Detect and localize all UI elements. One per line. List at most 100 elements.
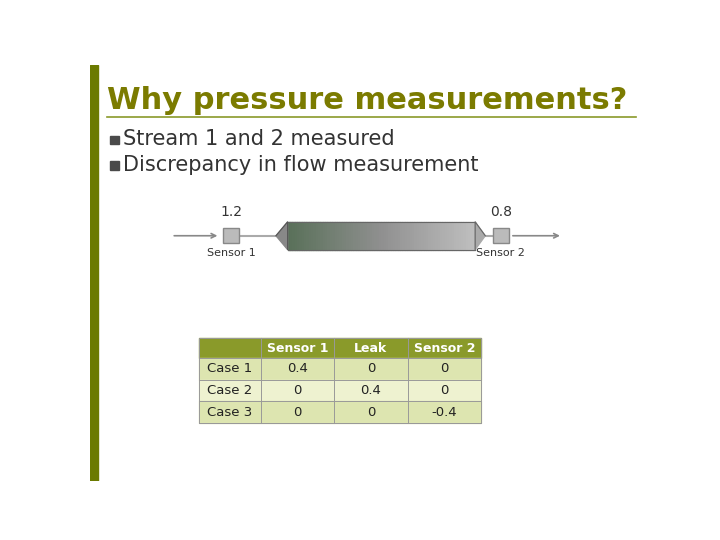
- Text: 0: 0: [366, 406, 375, 419]
- Bar: [408, 401, 482, 423]
- Bar: [468, 222, 470, 249]
- Text: 0.4: 0.4: [361, 384, 382, 397]
- Bar: [309, 222, 311, 249]
- Bar: [379, 222, 382, 249]
- Bar: [386, 222, 388, 249]
- Bar: [470, 222, 473, 249]
- Bar: [414, 222, 417, 249]
- Bar: [419, 222, 421, 249]
- Bar: [358, 222, 360, 249]
- Bar: [395, 222, 398, 249]
- Bar: [316, 222, 318, 249]
- Bar: [90, 65, 98, 481]
- Bar: [304, 222, 307, 249]
- Bar: [344, 222, 346, 249]
- Text: Discrepancy in flow measurement: Discrepancy in flow measurement: [123, 155, 479, 175]
- Text: 0: 0: [293, 384, 302, 397]
- Bar: [398, 222, 400, 249]
- Text: 0: 0: [293, 406, 302, 419]
- Bar: [356, 222, 358, 249]
- Bar: [261, 338, 334, 358]
- Text: -0.4: -0.4: [432, 406, 457, 419]
- Bar: [199, 338, 261, 358]
- Bar: [451, 222, 454, 249]
- Bar: [408, 338, 482, 358]
- Bar: [351, 222, 354, 249]
- Bar: [426, 222, 428, 249]
- Text: Case 1: Case 1: [207, 362, 252, 375]
- Bar: [402, 222, 405, 249]
- Bar: [445, 222, 447, 249]
- Bar: [464, 222, 466, 249]
- Bar: [421, 222, 423, 249]
- Bar: [405, 222, 408, 249]
- Bar: [223, 228, 239, 244]
- Bar: [438, 222, 440, 249]
- Bar: [307, 222, 309, 249]
- Bar: [410, 222, 412, 249]
- Bar: [459, 222, 461, 249]
- Bar: [348, 222, 351, 249]
- Bar: [323, 222, 325, 249]
- Text: Case 2: Case 2: [207, 384, 252, 397]
- Bar: [334, 380, 408, 401]
- Text: 0: 0: [366, 362, 375, 375]
- Bar: [311, 222, 313, 249]
- Bar: [302, 222, 304, 249]
- Bar: [292, 222, 294, 249]
- Bar: [313, 222, 316, 249]
- Bar: [199, 401, 261, 423]
- Bar: [367, 222, 369, 249]
- Text: Leak: Leak: [354, 342, 387, 355]
- Bar: [330, 222, 332, 249]
- Bar: [408, 222, 410, 249]
- Bar: [335, 222, 337, 249]
- Bar: [408, 380, 482, 401]
- Bar: [412, 222, 414, 249]
- Bar: [300, 222, 302, 249]
- Bar: [423, 222, 426, 249]
- Bar: [473, 222, 475, 249]
- Bar: [393, 222, 395, 249]
- Bar: [354, 222, 356, 249]
- Bar: [391, 222, 393, 249]
- Bar: [199, 358, 261, 380]
- Bar: [290, 222, 292, 249]
- Bar: [382, 222, 384, 249]
- Text: Sensor 1: Sensor 1: [207, 248, 256, 258]
- Bar: [374, 222, 377, 249]
- Bar: [334, 338, 408, 358]
- Bar: [199, 338, 482, 423]
- Bar: [360, 222, 363, 249]
- Bar: [341, 222, 344, 249]
- Text: Stream 1 and 2 measured: Stream 1 and 2 measured: [123, 130, 395, 150]
- Bar: [440, 222, 442, 249]
- Text: Case 3: Case 3: [207, 406, 252, 419]
- Bar: [261, 358, 334, 380]
- Text: Sensor 2: Sensor 2: [477, 248, 525, 258]
- Bar: [436, 222, 438, 249]
- Text: 0: 0: [441, 384, 449, 397]
- Text: Sensor 2: Sensor 2: [414, 342, 475, 355]
- Bar: [384, 222, 386, 249]
- Bar: [369, 222, 372, 249]
- Bar: [372, 222, 374, 249]
- Bar: [442, 222, 445, 249]
- Bar: [365, 222, 367, 249]
- Bar: [325, 222, 328, 249]
- Bar: [339, 222, 341, 249]
- Bar: [377, 222, 379, 249]
- Text: 1.2: 1.2: [220, 205, 242, 219]
- Bar: [388, 222, 391, 249]
- Bar: [297, 222, 300, 249]
- Bar: [318, 222, 320, 249]
- Bar: [417, 222, 419, 249]
- Bar: [294, 222, 297, 249]
- Bar: [493, 228, 508, 244]
- Bar: [334, 358, 408, 380]
- Text: Why pressure measurements?: Why pressure measurements?: [107, 86, 627, 114]
- Bar: [320, 222, 323, 249]
- Bar: [466, 222, 468, 249]
- Bar: [334, 401, 408, 423]
- Bar: [456, 222, 459, 249]
